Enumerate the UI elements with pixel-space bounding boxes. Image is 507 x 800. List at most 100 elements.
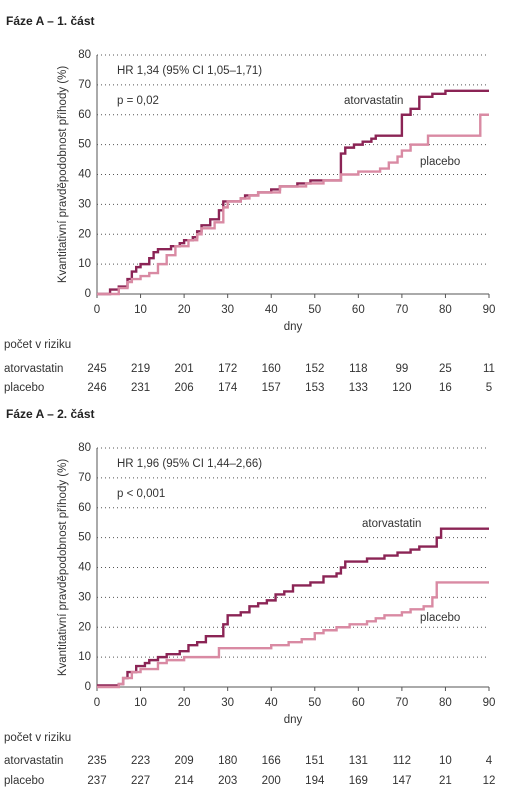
risk-table-title: počet v riziku	[4, 732, 71, 744]
y-tick-label: 0	[85, 681, 91, 693]
annotation: p = 0,02	[117, 95, 159, 107]
series-label: atorvastatin	[362, 518, 421, 530]
risk-count: 147	[392, 775, 411, 787]
risk-count: 131	[349, 755, 368, 767]
risk-count: 21	[439, 775, 452, 787]
risk-count: 174	[218, 382, 238, 394]
series-label: atorvastatin	[344, 95, 403, 107]
x-tick-label: 20	[178, 697, 191, 709]
risk-count: 237	[87, 775, 106, 787]
x-tick-label: 70	[395, 697, 408, 709]
x-tick-label: 0	[94, 697, 100, 709]
x-tick-label: 80	[439, 304, 452, 316]
risk-row-label: placebo	[4, 382, 44, 394]
x-tick-label: 30	[221, 304, 234, 316]
risk-count: 203	[218, 775, 237, 787]
risk-count: 112	[393, 755, 411, 767]
x-tick-label: 40	[265, 697, 278, 709]
x-tick-label: 10	[134, 697, 147, 709]
y-tick-label: 20	[78, 228, 91, 240]
y-tick-label: 80	[78, 442, 91, 454]
risk-count: 4	[486, 755, 493, 767]
annotation: p < 0,001	[117, 488, 165, 500]
x-axis-label: dny	[284, 321, 303, 333]
panel-title: Fáze A – 1. část	[6, 14, 95, 28]
x-tick-label: 10	[134, 304, 147, 316]
km-curve	[97, 113, 489, 296]
y-tick-label: 40	[78, 562, 91, 574]
risk-count: 172	[218, 363, 237, 375]
y-tick-label: 60	[78, 109, 91, 121]
series-label: placebo	[420, 612, 460, 624]
y-tick-label: 30	[78, 198, 91, 210]
risk-count: 160	[262, 363, 281, 375]
annotation: HR 1,96 (95% CI 1,44–2,66)	[117, 458, 262, 470]
risk-count: 10	[439, 755, 452, 767]
series-label: placebo	[420, 156, 460, 168]
risk-count: 133	[349, 382, 368, 394]
y-tick-label: 60	[78, 502, 91, 514]
risk-count: 118	[349, 363, 367, 375]
risk-count: 157	[262, 382, 281, 394]
risk-count: 209	[175, 755, 194, 767]
y-tick-label: 30	[78, 591, 91, 603]
y-tick-label: 70	[78, 79, 91, 91]
y-tick-label: 80	[78, 49, 91, 61]
x-tick-label: 60	[352, 697, 365, 709]
y-axis-label: Kvantitativní pravděpodobnost příhody (%…	[57, 66, 69, 284]
risk-count: 245	[87, 363, 106, 375]
x-tick-label: 90	[483, 697, 496, 709]
y-tick-label: 50	[78, 139, 91, 151]
risk-count: 25	[439, 363, 452, 375]
risk-count: 11	[483, 363, 495, 375]
risk-count: 214	[175, 775, 195, 787]
risk-count: 231	[131, 382, 150, 394]
x-tick-label: 90	[483, 304, 496, 316]
x-tick-label: 20	[178, 304, 191, 316]
risk-count: 99	[395, 363, 408, 375]
risk-count: 120	[392, 382, 411, 394]
risk-count: 223	[131, 755, 150, 767]
y-tick-label: 10	[78, 651, 91, 663]
panel-title: Fáze A – 2. část	[6, 407, 95, 421]
x-tick-label: 50	[308, 697, 321, 709]
risk-count: 246	[87, 382, 106, 394]
km-curve	[97, 527, 489, 687]
km-curve	[97, 581, 489, 689]
x-tick-label: 50	[308, 304, 321, 316]
risk-count: 169	[349, 775, 368, 787]
km-curve	[97, 89, 489, 296]
y-tick-label: 50	[78, 532, 91, 544]
risk-count: 219	[131, 363, 150, 375]
y-tick-label: 10	[78, 258, 91, 270]
x-tick-label: 40	[265, 304, 278, 316]
risk-count: 206	[175, 382, 194, 394]
risk-count: 227	[131, 775, 150, 787]
risk-count: 152	[305, 363, 324, 375]
risk-count: 194	[305, 775, 325, 787]
risk-row-label: atorvastatin	[4, 755, 63, 767]
x-axis-label: dny	[284, 714, 303, 726]
risk-count: 200	[262, 775, 281, 787]
risk-count: 201	[175, 363, 194, 375]
y-tick-label: 0	[85, 288, 91, 300]
x-tick-label: 30	[221, 697, 234, 709]
risk-count: 153	[305, 382, 324, 394]
y-tick-label: 70	[78, 472, 91, 484]
annotation: HR 1,34 (95% CI 1,05–1,71)	[117, 65, 262, 77]
risk-row-label: atorvastatin	[4, 363, 63, 375]
x-tick-label: 60	[352, 304, 365, 316]
risk-count: 151	[305, 755, 324, 767]
risk-table-title: počet v riziku	[4, 339, 71, 351]
risk-row-label: placebo	[4, 775, 44, 787]
risk-count: 166	[262, 755, 281, 767]
risk-count: 5	[486, 382, 492, 394]
risk-count: 16	[439, 382, 452, 394]
risk-count: 12	[483, 775, 496, 787]
risk-count: 235	[87, 755, 106, 767]
risk-count: 180	[218, 755, 237, 767]
y-axis-label: Kvantitativní pravděpodobnost příhody (%…	[57, 459, 69, 677]
x-tick-label: 80	[439, 697, 452, 709]
x-tick-label: 70	[395, 304, 408, 316]
